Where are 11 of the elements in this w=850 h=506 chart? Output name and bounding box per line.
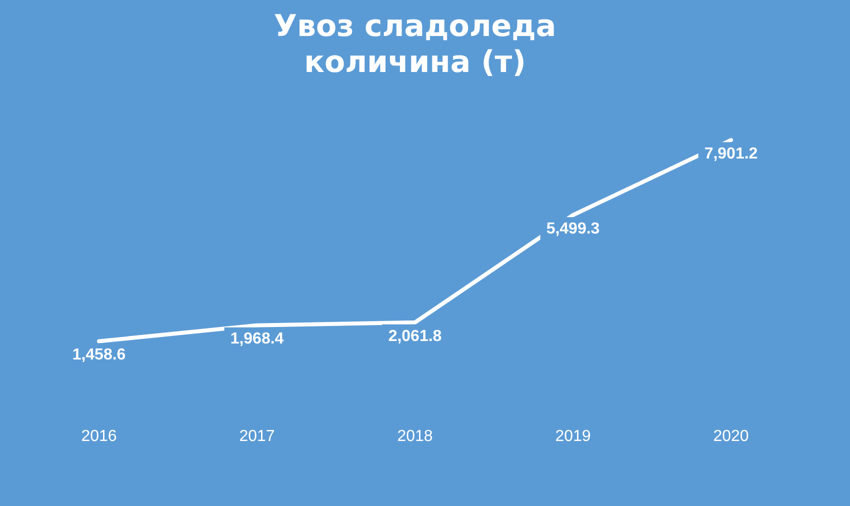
data-label: 7,901.2 xyxy=(704,145,758,162)
x-tick-label: 2018 xyxy=(397,428,433,445)
x-tick-label: 2020 xyxy=(713,428,749,445)
x-tick-label: 2019 xyxy=(555,428,591,445)
data-label: 5,499.3 xyxy=(546,220,600,238)
data-label: 2,061.8 xyxy=(388,328,442,345)
x-tick-label: 2016 xyxy=(81,428,117,445)
data-label: 1,968.4 xyxy=(230,330,284,348)
x-tick-label: 2017 xyxy=(239,428,275,445)
data-label: 1,458.6 xyxy=(72,346,126,364)
chart-title: Увоз сладоледа количина (т) xyxy=(274,8,556,80)
